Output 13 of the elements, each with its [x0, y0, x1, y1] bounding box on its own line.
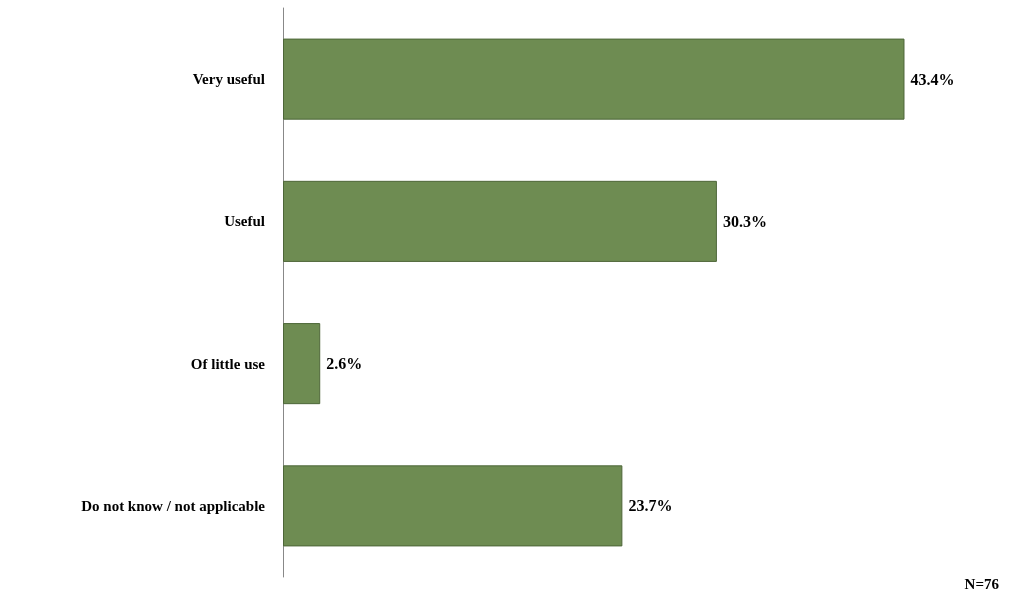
- data-label: 43.4%: [910, 70, 955, 88]
- y-tick-label: Of little use: [190, 355, 266, 372]
- bar: [283, 180, 717, 262]
- y-tick-label: Useful: [224, 213, 265, 230]
- bar: [283, 465, 623, 547]
- data-label: 2.6%: [326, 355, 363, 373]
- data-label: 23.7%: [628, 497, 673, 515]
- data-label: 30.3%: [722, 212, 767, 230]
- y-tick-label: Very useful: [192, 71, 265, 88]
- bar: [283, 38, 905, 120]
- bar: [283, 323, 321, 405]
- y-tick-label: Do not know / not applicable: [81, 497, 266, 514]
- text: N=76: [964, 575, 1000, 592]
